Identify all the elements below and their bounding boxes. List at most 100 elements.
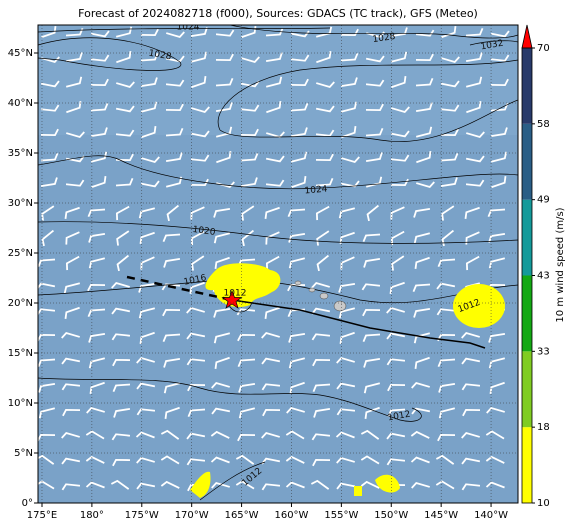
wind-barb: [111, 333, 131, 341]
wind-barb: [136, 457, 155, 464]
wind-barb: [312, 358, 331, 367]
wind-barb: [488, 333, 506, 343]
wind-barb: [65, 231, 80, 245]
wind-barb: [215, 53, 234, 62]
contour-label: 1028: [372, 32, 396, 45]
wind-barb: [316, 81, 335, 88]
wind-barb: [490, 127, 508, 137]
wind-barb: [336, 408, 356, 416]
y-tick-label: 10°N: [8, 398, 33, 409]
wind-barb: [438, 383, 456, 393]
wind-barb: [41, 229, 55, 247]
wind-barb: [311, 282, 330, 289]
wind-barb: [61, 383, 81, 391]
colorbar-tick-label: 70: [537, 43, 550, 54]
wind-barb: [190, 130, 210, 138]
wind-barb: [38, 258, 56, 268]
wind-barb: [112, 383, 131, 393]
wind-barb: [186, 458, 206, 466]
wind-barb: [290, 151, 308, 163]
wind-barb: [116, 254, 130, 272]
wind-barb: [113, 408, 131, 418]
contour-label: 1012: [387, 410, 411, 424]
wind-barb: [387, 383, 406, 392]
wind-barb: [437, 358, 456, 368]
wind-barb: [162, 308, 181, 317]
wind-barb: [338, 307, 356, 319]
contour-labels: 1024102810281032102410201016101210121012…: [148, 25, 504, 489]
x-tick-label: 165°W: [225, 510, 259, 521]
y-tick-label: 25°N: [8, 248, 33, 259]
wind-barb: [240, 80, 260, 88]
wind-barb: [386, 358, 406, 366]
wind-barb: [391, 75, 407, 89]
colorbar-label: 10 m wind speed (m/s): [555, 207, 566, 322]
x-tick-label: 170°W: [175, 510, 209, 521]
wind-barb: [211, 482, 230, 489]
wind-barb: [40, 128, 59, 137]
x-tick-label: 160°W: [274, 510, 308, 521]
wind-barb: [410, 430, 430, 439]
shade: [38, 25, 518, 135]
wind-barb: [435, 454, 455, 465]
wind-barb: [415, 29, 435, 37]
wind-barb: [390, 154, 410, 162]
wind-barb: [465, 255, 480, 271]
contour-label: 1028: [148, 49, 173, 63]
wind-barb: [462, 408, 481, 417]
wind-barb: [490, 151, 508, 163]
wind-barb: [164, 406, 180, 420]
wind-barb: [441, 229, 455, 247]
wind-barb: [365, 127, 384, 137]
wind-barb: [440, 104, 460, 112]
x-tick-label: 175°W: [125, 510, 159, 521]
wind-barb: [316, 254, 330, 272]
wind-barb: [236, 308, 256, 316]
wind-barb: [138, 207, 156, 219]
wind-barb: [138, 283, 156, 293]
wind-barb: [341, 125, 357, 139]
wind-barb: [90, 102, 109, 112]
wind-barb: [190, 178, 209, 187]
wind-barb: [61, 357, 81, 365]
wind-barb: [240, 152, 259, 162]
colorbar-tick-label: 43: [537, 271, 550, 282]
wind-barb: [65, 52, 83, 62]
wind-barb: [66, 100, 82, 114]
wind-barb: [186, 332, 206, 340]
wind-barb: [141, 125, 157, 139]
wind-barb: [162, 333, 181, 343]
wind-barb: [65, 255, 80, 271]
wind-barb: [386, 332, 406, 340]
wind-barb: [310, 479, 330, 490]
wind-barb: [315, 129, 335, 137]
wind-barb: [416, 150, 432, 164]
wind-barb: [311, 433, 331, 441]
wind-barb: [436, 308, 456, 316]
wind-barb: [313, 408, 331, 418]
wind-barb: [464, 206, 480, 220]
wind-barb: [315, 105, 335, 113]
wind-barb: [85, 455, 105, 464]
wind-barb: [160, 455, 180, 465]
wind-barb: [166, 31, 185, 38]
wind-barb: [115, 177, 134, 187]
wind-barb: [311, 333, 331, 341]
wind-barb: [487, 208, 506, 218]
wind-barb: [165, 79, 185, 87]
wind-barb: [111, 282, 130, 289]
wind-barb: [390, 230, 405, 246]
wind-barb: [391, 106, 410, 113]
wind-barb: [461, 483, 481, 491]
wind-barb: [262, 408, 281, 417]
wind-areas: [190, 263, 505, 498]
wind-barb: [65, 179, 85, 187]
colorbar: 10 18 33 43 49 58 70: [521, 24, 550, 509]
wind-barb: [261, 432, 280, 439]
wind-barb: [390, 130, 410, 138]
wind-barb: [140, 52, 159, 62]
wind-barb: [187, 408, 206, 418]
wind-barb: [435, 480, 455, 490]
wind-barb: [88, 333, 106, 343]
wind-barb: [210, 456, 230, 464]
